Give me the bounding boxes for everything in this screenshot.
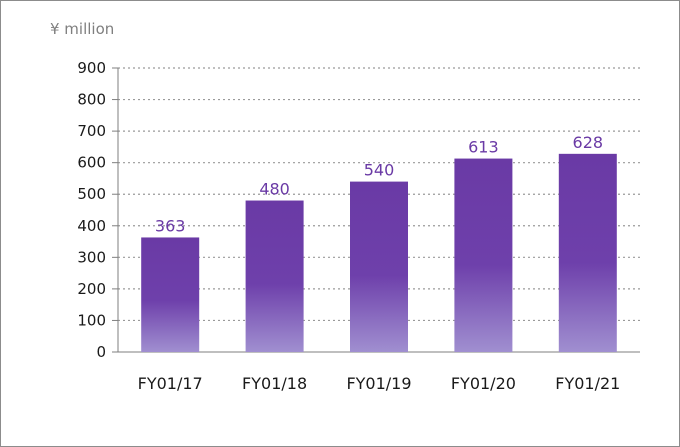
y-tick-label: 100: [77, 311, 106, 329]
bars: [141, 153, 617, 352]
x-category-label: FY01/20: [451, 374, 516, 393]
data-label: 628: [573, 133, 604, 152]
data-label: 363: [155, 216, 186, 235]
data-label: 480: [259, 180, 290, 199]
x-category-label: FY01/21: [555, 374, 620, 393]
x-category-label: FY01/18: [242, 374, 307, 393]
x-category-label: FY01/17: [138, 374, 203, 393]
data-label: 540: [364, 161, 395, 180]
y-tick-label: 200: [77, 280, 106, 298]
data-labels: 363 480 540 613 628: [155, 133, 603, 236]
y-tick-label: 600: [77, 154, 106, 172]
bar-fy01-17: [141, 237, 200, 352]
y-tick-label: 0: [96, 343, 106, 361]
y-tick-label: 800: [77, 91, 106, 109]
y-tick-label: 700: [77, 122, 106, 140]
data-label: 613: [468, 138, 499, 157]
y-tick-label: 900: [77, 59, 106, 77]
x-category-label: FY01/19: [346, 374, 411, 393]
y-tick-labels: 0 100 200 300 400 500 600 700 800 900: [77, 59, 106, 361]
x-category-labels: FY01/17 FY01/18 FY01/19 FY01/20 FY01/21: [138, 374, 621, 393]
bar-fy01-21: [558, 153, 617, 352]
y-axis-unit-label: ¥ million: [50, 20, 115, 38]
bar-fy01-18: [245, 200, 304, 352]
y-tick-label: 500: [77, 185, 106, 203]
y-tick-label: 300: [77, 248, 106, 266]
bar-fy01-19: [350, 181, 408, 352]
y-tick-label: 400: [77, 217, 106, 235]
bar-fy01-20: [454, 158, 513, 352]
